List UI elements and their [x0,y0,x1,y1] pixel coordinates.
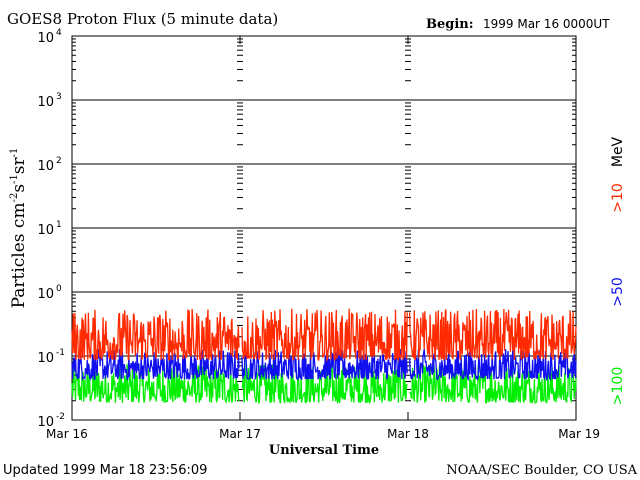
x-tick-label: Mar 16 [46,427,88,441]
begin-value: 1999 Mar 16 0000UT [483,17,610,31]
x-tick-label: Mar 18 [387,427,429,441]
x-axis-label: Universal Time [269,443,379,458]
x-tick-label: Mar 17 [219,427,261,441]
y-tick-label: 10 [37,159,54,174]
y-tick-exponent: 1 [56,220,62,230]
y-tick-exponent: 4 [56,28,62,38]
x-tick-labels: Mar 16 Mar 17 Mar 18 Mar 19 [46,427,600,441]
y-tick-label: 10 [37,31,54,46]
credit-text: NOAA/SEC Boulder, CO USA [446,463,637,478]
y-tick-exponent: -1 [56,348,65,358]
legend-gt10: >10 [610,183,626,213]
y-axis-label: Particles cm-2s-1sr-1 [9,148,29,309]
y-tick-label: 10 [37,223,54,238]
begin-label: Begin: [426,17,474,32]
chart-title: GOES8 Proton Flux (5 minute data) [7,10,278,28]
y-tick-exponent: 3 [56,92,62,102]
legend-gt100: >100 [610,367,626,405]
y-tick-label: 10 [37,95,54,110]
y-tick-label: 10 [37,351,54,366]
y-tick-label: 10 [37,415,54,430]
series-gt100-mev [71,364,577,405]
y-tick-label: 10 [37,287,54,302]
y-tick-exponent: 0 [56,284,62,294]
updated-timestamp: Updated 1999 Mar 18 23:56:09 [3,463,207,478]
legend-unit-mev: MeV [610,136,626,167]
series-gt10-mev [71,308,577,362]
legend-gt50: >50 [610,277,626,307]
x-tick-label: Mar 19 [558,427,600,441]
y-tick-exponent: 2 [56,156,62,166]
y-tick-exponent: -2 [56,412,65,422]
series-layer [71,308,577,405]
